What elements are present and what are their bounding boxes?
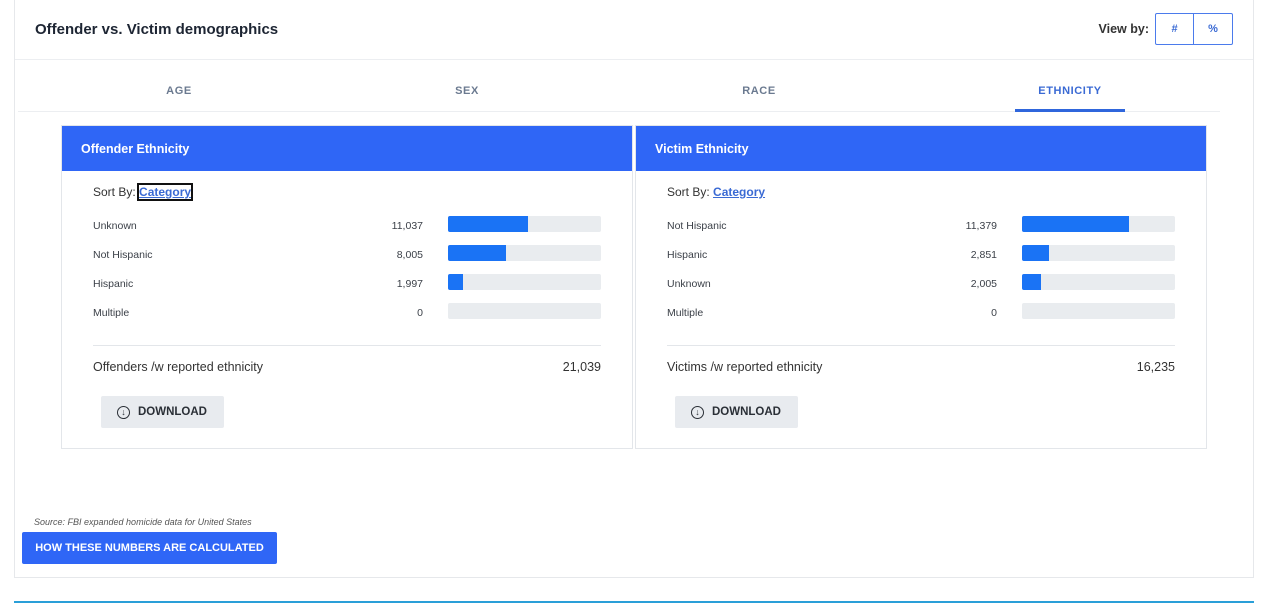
total-value: 16,235 [1136, 360, 1175, 374]
bar-row: Unknown 11,037 [93, 216, 601, 236]
row-label: Unknown [93, 220, 137, 232]
bar-track [448, 303, 601, 319]
bar-fill [1022, 274, 1041, 290]
row-label: Not Hispanic [93, 249, 153, 261]
bar-row: Not Hispanic 11,379 [667, 216, 1175, 236]
row-value: 0 [991, 307, 997, 319]
view-by-label: View by: [1098, 22, 1149, 36]
section-title: Offender vs. Victim demographics [35, 21, 279, 38]
offender-ethnicity-panel: Offender Ethnicity Sort By: Category Unk… [61, 125, 633, 449]
bar-track [448, 216, 601, 232]
bottom-divider [14, 601, 1254, 603]
download-icon: ↓ [117, 405, 130, 419]
sort-by-label: Sort By: [667, 185, 710, 199]
view-by-toggle: View by: # % [1099, 13, 1233, 45]
download-button[interactable]: ↓ DOWNLOAD [675, 396, 798, 428]
tab-age[interactable]: AGE [166, 85, 192, 97]
download-label: DOWNLOAD [712, 406, 781, 418]
row-value: 2,005 [970, 278, 997, 290]
tab-sex[interactable]: SEX [455, 85, 479, 97]
row-label: Hispanic [667, 249, 708, 261]
bar-fill [448, 274, 463, 290]
bar-row: Unknown 2,005 [667, 274, 1175, 294]
bar-fill [1022, 245, 1049, 261]
download-label: DOWNLOAD [138, 406, 207, 418]
source-note: Source: FBI expanded homicide data for U… [34, 517, 252, 527]
bar-row: Hispanic 2,851 [667, 245, 1175, 265]
tab-ethnicity[interactable]: ETHNICITY [1015, 72, 1125, 112]
view-by-count-button[interactable]: # [1155, 13, 1194, 45]
bar-track [1022, 274, 1175, 290]
sort-by-label: Sort By: [93, 185, 136, 199]
bar-track [1022, 303, 1175, 319]
sort-by: Sort By: Category [667, 185, 765, 199]
bar-track [448, 274, 601, 290]
bar-row: Multiple 0 [667, 303, 1175, 323]
sort-by-category-link[interactable]: Category [713, 185, 766, 199]
bar-track [448, 245, 601, 261]
divider [93, 345, 601, 346]
bar-row: Not Hispanic 8,005 [93, 245, 601, 265]
download-button[interactable]: ↓ DOWNLOAD [101, 396, 224, 428]
row-value: 11,379 [965, 220, 997, 232]
total-row: Offenders /w reported ethnicity 21,039 [93, 360, 601, 374]
row-value: 2,851 [970, 249, 997, 261]
bar-track [1022, 216, 1175, 232]
download-icon: ↓ [691, 405, 704, 419]
row-label: Multiple [667, 307, 704, 319]
sort-by: Sort By: Category [93, 183, 194, 201]
bar-fill [448, 216, 529, 232]
view-by-percent-button[interactable]: % [1194, 13, 1233, 45]
row-value: 0 [417, 307, 423, 319]
bar-fill [448, 245, 507, 261]
how-numbers-calculated-button[interactable]: HOW THESE NUMBERS ARE CALCULATED [22, 532, 277, 564]
divider [667, 345, 1175, 346]
tab-race[interactable]: RACE [742, 85, 776, 97]
row-value: 1,997 [396, 278, 423, 290]
bar-row: Multiple 0 [93, 303, 601, 323]
total-value: 21,039 [562, 360, 601, 374]
total-label: Offenders /w reported ethnicity [93, 360, 263, 374]
panel-title: Offender Ethnicity [62, 126, 632, 171]
demographic-tabs: AGE SEX RACE ETHNICITY [18, 72, 1220, 112]
row-label: Multiple [93, 307, 130, 319]
card-header: Offender vs. Victim demographics View by… [15, 0, 1253, 60]
row-value: 11,037 [391, 220, 423, 232]
total-row: Victims /w reported ethnicity 16,235 [667, 360, 1175, 374]
victim-ethnicity-panel: Victim Ethnicity Sort By: Category Not H… [635, 125, 1207, 449]
row-label: Hispanic [93, 278, 134, 290]
total-label: Victims /w reported ethnicity [667, 360, 823, 374]
row-label: Unknown [667, 278, 711, 290]
sort-by-category-link[interactable]: Category [137, 183, 194, 201]
bar-fill [1022, 216, 1130, 232]
demographics-card: Offender vs. Victim demographics View by… [14, 0, 1254, 578]
row-label: Not Hispanic [667, 220, 727, 232]
bar-row: Hispanic 1,997 [93, 274, 601, 294]
panel-title: Victim Ethnicity [636, 126, 1206, 171]
bar-track [1022, 245, 1175, 261]
row-value: 8,005 [396, 249, 423, 261]
